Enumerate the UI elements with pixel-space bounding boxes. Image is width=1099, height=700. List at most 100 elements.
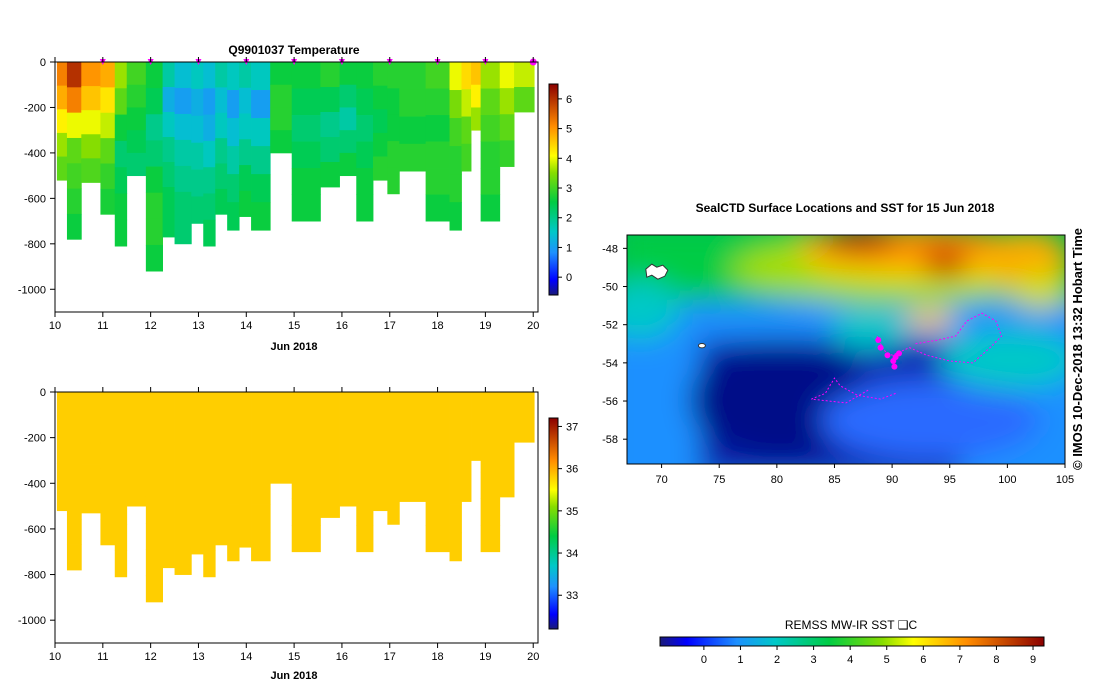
profile-cell: [239, 62, 252, 89]
y-tick-label: -200: [24, 433, 46, 445]
profile-cell: [81, 86, 101, 111]
profile-cell: [449, 90, 462, 119]
profile-cell: [514, 87, 535, 113]
profile-cell: [100, 493, 116, 520]
salinity-colorbar: [548, 417, 559, 630]
profile-cell: [239, 165, 252, 192]
profile-cell: [81, 158, 101, 183]
profile-cell: [174, 165, 192, 193]
profile-cell: [480, 418, 501, 446]
profile-cell: [162, 517, 175, 543]
profile-cell: [81, 464, 101, 490]
profile-cell: [387, 497, 400, 525]
profile-cell: [215, 163, 228, 190]
profile-cell: [291, 392, 321, 420]
profile-cell: [471, 62, 482, 86]
profile-cell: [270, 437, 293, 461]
profile-cell: [425, 498, 450, 526]
profile-cell: [145, 166, 163, 194]
profile-cell: [191, 115, 204, 144]
profile-cell: [320, 112, 340, 138]
profile-cell: [203, 167, 216, 194]
colorbar-tick-label: 1: [566, 242, 572, 254]
profile-cell: [339, 460, 357, 484]
profile-cell: [449, 448, 462, 477]
x-tick-label: 10: [49, 320, 61, 332]
profile-cell: [227, 532, 240, 562]
profile-cell: [425, 392, 450, 420]
profile-cell: [227, 146, 240, 175]
profile-cell: [145, 496, 163, 524]
y-tick-label: -400: [24, 148, 46, 160]
profile-cell: [191, 473, 204, 501]
y-tick-label: -1000: [18, 615, 46, 627]
profile-cell: [291, 88, 321, 116]
y-tick-label: -800: [24, 239, 46, 251]
profile-cell: [320, 442, 340, 468]
profile-cell: [449, 504, 462, 534]
profile-cell: [251, 62, 271, 91]
profile-cell: [449, 146, 462, 175]
y-tick-label: -200: [24, 102, 46, 114]
profile-cell: [227, 202, 240, 231]
profile-cell: [145, 62, 163, 89]
profile-cell: [114, 471, 128, 499]
profile-cell: [291, 498, 321, 526]
salinity-profile-cells: [56, 392, 535, 603]
profile-cell: [174, 139, 192, 167]
profile-cell: [387, 392, 400, 419]
x-tick-label: 16: [336, 651, 348, 663]
profile-cell: [100, 163, 116, 190]
profile-cell: [215, 138, 228, 164]
profile-cell: [461, 392, 472, 420]
profile-cell: [145, 140, 163, 167]
profile-cell: [320, 467, 340, 493]
profile-cell: [56, 439, 68, 464]
profile-cell: [114, 167, 128, 194]
profile-cell: [174, 444, 192, 471]
y-tick-label: -600: [24, 193, 46, 205]
profile-cell: [66, 392, 82, 418]
profile-cell: [114, 497, 128, 525]
profile-cell: [162, 62, 175, 88]
profile-cell: [126, 414, 147, 439]
profile-cell: [66, 112, 82, 139]
profile-cell: [191, 419, 204, 447]
profile-cell: [174, 87, 192, 115]
profile-cell: [499, 114, 515, 141]
x-tick-label: 14: [240, 320, 252, 332]
profile-cell: [239, 392, 252, 419]
profile-cell: [320, 392, 340, 418]
profile-cell: [56, 392, 68, 417]
map-frame: [626, 234, 1066, 465]
profile-cell: [227, 174, 240, 203]
map-x-tick-label: 70: [655, 474, 667, 486]
profile-cell: [291, 115, 321, 142]
profile-cell: [461, 116, 472, 145]
profile-cell: [480, 498, 501, 526]
profile-cell: [387, 114, 400, 142]
profile-cell: [145, 444, 163, 472]
profile-cell: [162, 212, 175, 238]
profile-cell: [251, 392, 271, 421]
profile-cell: [66, 544, 82, 571]
colorbar-tick-label: 34: [566, 548, 578, 560]
profile-cell: [126, 130, 147, 154]
profile-cell: [162, 187, 175, 213]
profile-cell: [239, 139, 252, 166]
colorbar-tick-label: 4: [566, 153, 572, 165]
profile-cell: [480, 392, 501, 420]
map-y-tick-label: -52: [602, 320, 618, 332]
profile-cell: [239, 190, 252, 217]
profile-cell: [56, 486, 68, 512]
profile-cell: [66, 137, 82, 164]
profile-cell: [425, 445, 450, 473]
profile-cell: [56, 85, 68, 110]
y-tick-label: 0: [40, 57, 46, 69]
y-tick-label: 0: [40, 387, 46, 399]
profile-cell: [100, 188, 116, 215]
profile-cell: [339, 130, 357, 154]
profile-cell: [126, 437, 147, 461]
x-tick-label: 16: [336, 320, 348, 332]
